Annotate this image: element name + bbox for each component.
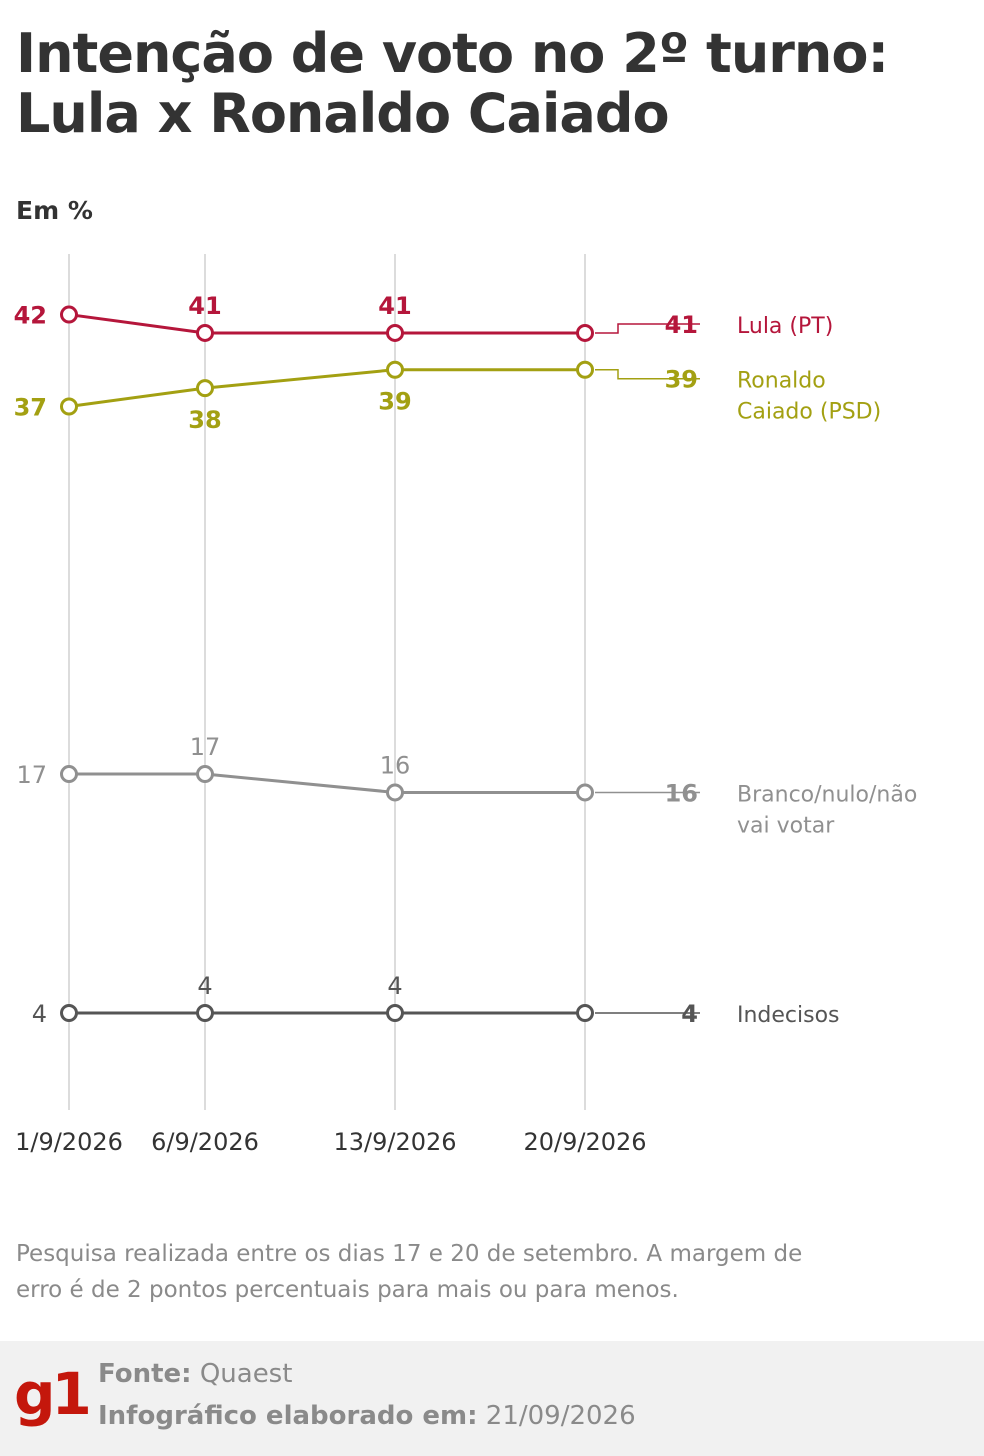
end-value-label: 16 (665, 779, 698, 807)
data-point (60, 1004, 78, 1022)
series-line (68, 313, 585, 335)
x-tick-label: 6/9/2026 (151, 1128, 259, 1156)
source-value: Quaest (199, 1359, 293, 1389)
footer: g1 Fonte: Quaest Infográfico elaborado e… (0, 1341, 984, 1456)
data-point (60, 397, 78, 416)
data-label: 16 (380, 751, 411, 779)
methodology-note: Pesquisa realizada entre os dias 17 e 20… (16, 1241, 803, 1303)
data-point (196, 379, 214, 398)
source-line: Fonte: Quaest (98, 1359, 292, 1389)
data-point (386, 1004, 404, 1022)
x-tick-label: 20/9/2026 (523, 1128, 646, 1156)
data-label: 17 (190, 733, 221, 761)
end-value-label: 41 (665, 311, 698, 339)
series-name-label: Ronaldo (737, 369, 826, 394)
series-name-label: Branco/nulo/não (737, 782, 917, 807)
data-point (386, 360, 404, 379)
line-chart: 1/9/2026 6/9/2026 13/9/2026 20/9/2026 41 Lula… (14, 254, 917, 1156)
source-label: Fonte: (98, 1359, 192, 1389)
data-point (576, 323, 594, 342)
end-label-connector (595, 368, 700, 380)
title-line-2: Lula x Ronaldo Caiado (16, 82, 670, 145)
data-label: 4 (32, 1000, 47, 1028)
date-label: Infográfico elaborado em: (98, 1401, 478, 1431)
date-value: 21/09/2026 (485, 1401, 636, 1431)
data-label: 37 (14, 393, 47, 421)
data-point (576, 360, 594, 379)
series-name-label: Caiado (PSD) (737, 400, 881, 425)
data-point (196, 323, 214, 342)
data-label: 38 (188, 406, 221, 434)
x-tick-label: 1/9/2026 (15, 1128, 123, 1156)
date-line: Infográfico elaborado em: 21/09/2026 (98, 1401, 636, 1431)
data-point (196, 765, 214, 784)
data-point (386, 323, 404, 342)
end-value-label: 4 (681, 1000, 698, 1028)
data-label: 4 (197, 972, 212, 1000)
series-name-label: vai votar (737, 813, 835, 838)
data-label: 41 (378, 292, 411, 320)
data-point (60, 305, 78, 324)
end-label-connector (595, 323, 700, 334)
chart-title: Intenção de voto no 2º turno: Lula x Ron… (16, 24, 966, 144)
series-line (69, 772, 585, 794)
data-label: 39 (378, 388, 411, 416)
data-label: 42 (14, 302, 47, 330)
series-name-label: Indecisos (737, 1003, 840, 1028)
end-value-label: 39 (665, 366, 698, 394)
data-point (576, 783, 594, 802)
title-line-1: Intenção de voto no 2º turno: (16, 22, 889, 85)
series-line (68, 368, 585, 408)
data-point (196, 1004, 214, 1022)
unit-label: Em % (16, 196, 93, 225)
data-point (576, 1004, 594, 1022)
x-tick-label: 13/9/2026 (333, 1128, 456, 1156)
data-label: 17 (16, 761, 47, 789)
data-label: 4 (387, 972, 402, 1000)
g1-logo: g1 (14, 1360, 92, 1428)
data-point (60, 765, 78, 784)
data-label: 41 (188, 292, 221, 320)
series-name-label: Lula (PT) (737, 314, 833, 339)
data-point (386, 783, 404, 802)
